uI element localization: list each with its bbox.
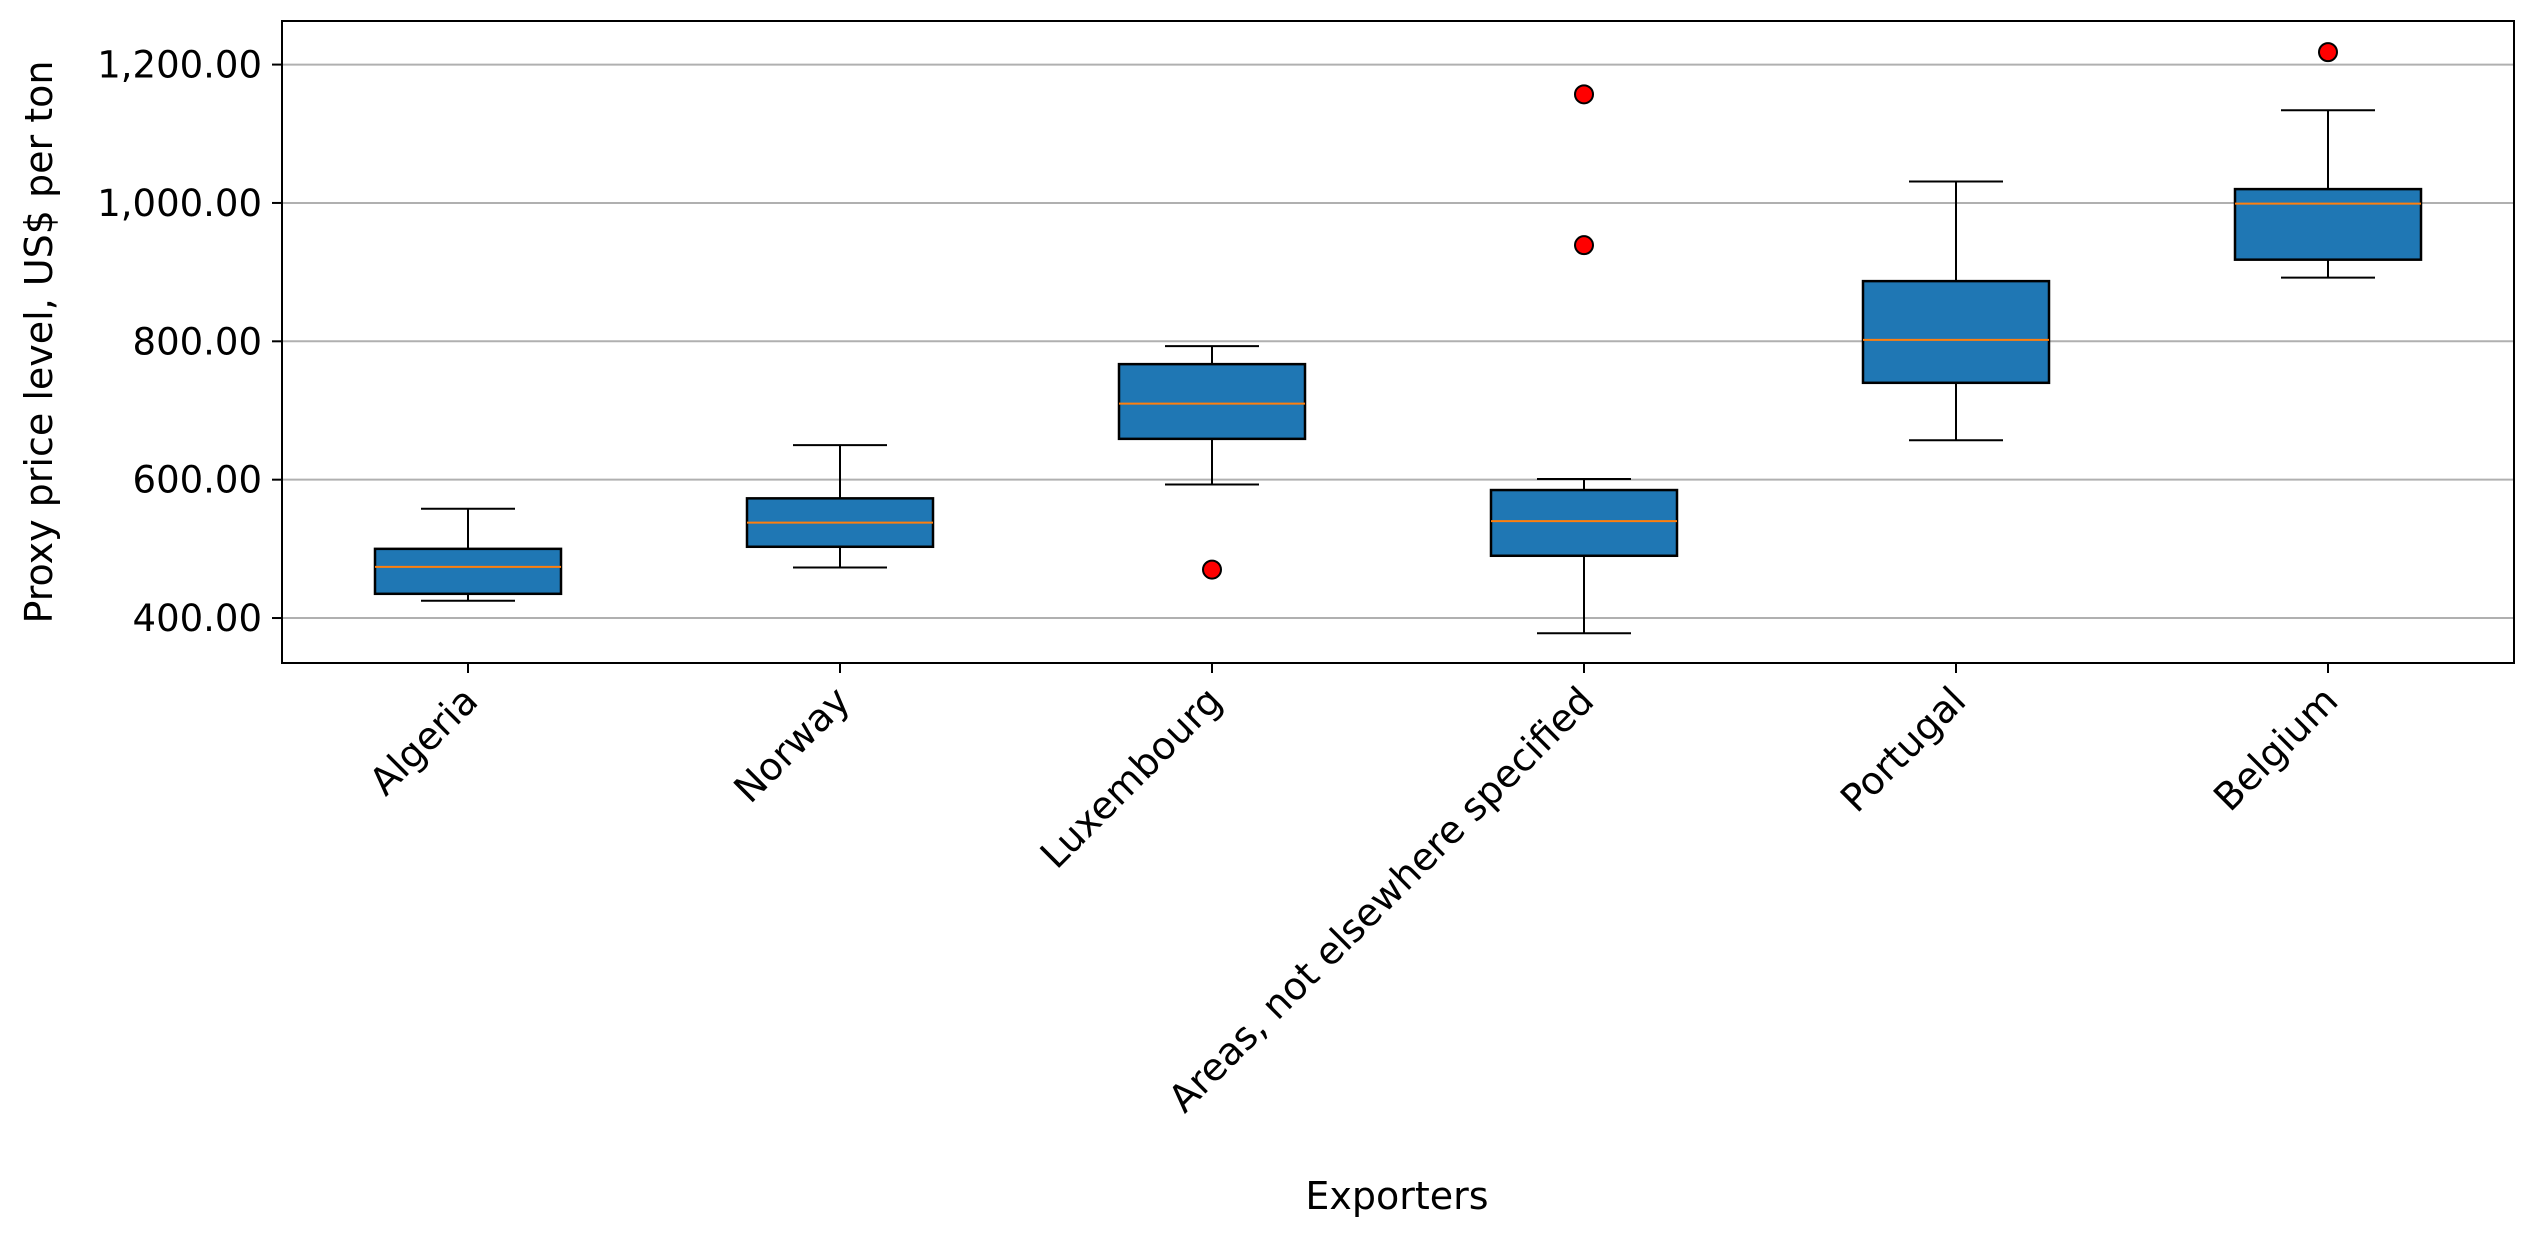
y-tick-label: 1,000.00 (97, 182, 262, 225)
x-tick-label: Norway (725, 678, 858, 811)
x-tick-label: Belgium (2205, 678, 2346, 819)
outlier-point (1574, 84, 1594, 105)
y-tick-label: 800.00 (133, 320, 262, 363)
box-areas-not-elsewhere-specified (1489, 84, 1679, 635)
box-iqr (1489, 488, 1679, 558)
box-portugal (1861, 180, 2051, 442)
box-algeria (373, 507, 563, 602)
y-tick-label: 400.00 (133, 597, 262, 640)
box-iqr (1861, 279, 2051, 385)
y-tick-label: 1,200.00 (97, 44, 262, 87)
outlier-point (2318, 42, 2338, 63)
box-norway (745, 444, 935, 569)
x-tick-label: Portugal (1832, 678, 1974, 820)
box-iqr (2233, 187, 2423, 261)
box-luxembourg (1117, 345, 1307, 580)
box-belgium (2233, 42, 2423, 279)
x-tick-label: Luxembourg (1032, 678, 1231, 877)
boxes (373, 42, 2423, 635)
box-iqr (1117, 362, 1307, 441)
outlier-point (1202, 559, 1222, 580)
y-axis-ticks: 400.00 600.00 800.00 1,000.00 1,200.00 (97, 44, 282, 640)
box-iqr (373, 547, 563, 596)
y-axis-label: Proxy price level, US$ per ton (17, 61, 61, 624)
gridlines (282, 63, 2514, 620)
x-axis-label: Exporters (1305, 1174, 1488, 1218)
x-tick-label: Areas, not elsewhere specified (1160, 678, 1603, 1121)
x-tick-label: Algeria (361, 678, 487, 804)
outlier-point (1574, 235, 1594, 256)
y-tick-label: 600.00 (133, 459, 262, 502)
